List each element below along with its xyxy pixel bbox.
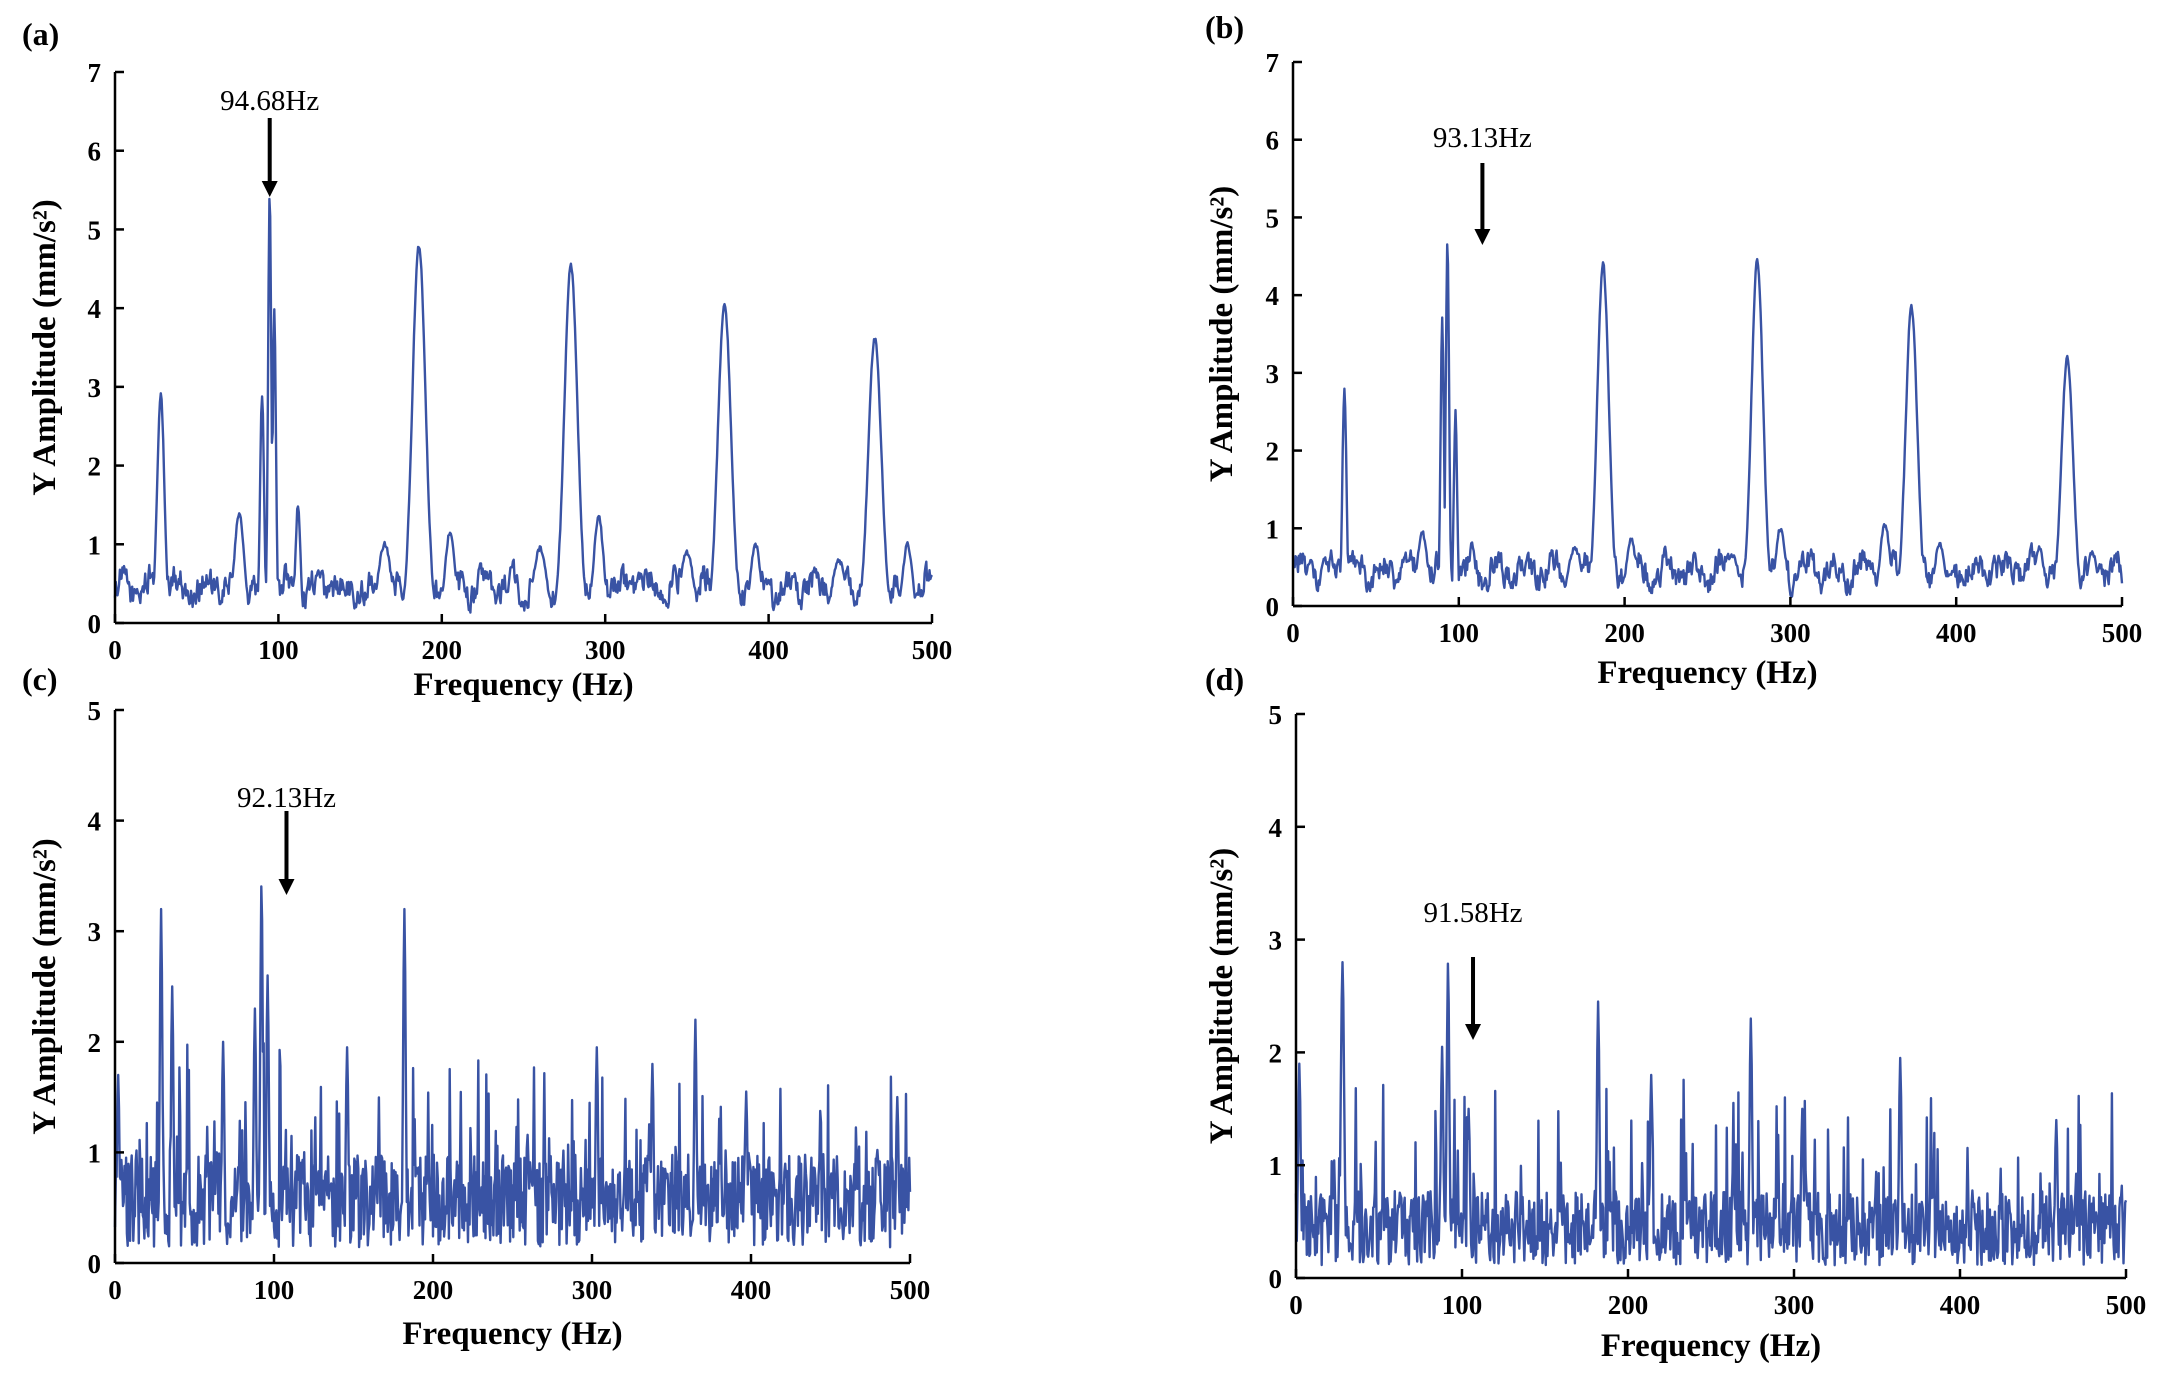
x-tick-label: 300 bbox=[1770, 618, 1811, 648]
peak-annotation: 92.13Hz bbox=[237, 782, 336, 814]
y-tick-label: 0 bbox=[1269, 1264, 1283, 1294]
x-tick-label: 0 bbox=[108, 635, 122, 665]
y-tick-label: 4 bbox=[1266, 281, 1280, 311]
y-tick-label: 7 bbox=[1266, 48, 1280, 78]
y-tick-label: 3 bbox=[1269, 926, 1283, 956]
y-tick-label: 7 bbox=[88, 58, 102, 88]
y-tick-label: 4 bbox=[1269, 813, 1283, 843]
data-series-line bbox=[113, 197, 933, 614]
y-tick-label: 2 bbox=[88, 452, 102, 482]
x-tick-label: 300 bbox=[572, 1275, 613, 1305]
y-tick-label: 4 bbox=[88, 294, 102, 324]
y-tick-label: 0 bbox=[88, 609, 102, 639]
y-tick-label: 6 bbox=[88, 137, 102, 167]
x-tick-label: 100 bbox=[258, 635, 299, 665]
peak-annotation: 93.13Hz bbox=[1433, 122, 1532, 154]
x-axis-label: Frequency (Hz) bbox=[1601, 1328, 1821, 1364]
x-tick-label: 0 bbox=[1289, 1290, 1303, 1320]
y-tick-label: 0 bbox=[88, 1249, 102, 1279]
y-axis-label: Y Amplitude (mm/s²) bbox=[1204, 186, 1240, 483]
x-axis-label: Frequency (Hz) bbox=[1597, 655, 1817, 691]
panel-label: (d) bbox=[1205, 661, 1244, 697]
x-tick-label: 100 bbox=[254, 1275, 295, 1305]
x-tick-label: 200 bbox=[413, 1275, 454, 1305]
x-tick-label: 300 bbox=[1774, 1290, 1815, 1320]
y-tick-label: 5 bbox=[1269, 700, 1283, 730]
y-tick-label: 0 bbox=[1266, 592, 1280, 622]
y-tick-label: 1 bbox=[88, 530, 102, 560]
arrowhead bbox=[1474, 229, 1491, 245]
arrowhead bbox=[261, 181, 278, 197]
arrowhead bbox=[1465, 1024, 1482, 1040]
panel-label: (a) bbox=[22, 16, 59, 52]
y-tick-label: 1 bbox=[1266, 514, 1280, 544]
x-tick-label: 400 bbox=[1936, 618, 1977, 648]
y-axis-label: Y Amplitude (mm/s²) bbox=[27, 838, 63, 1135]
y-tick-label: 5 bbox=[1266, 203, 1280, 233]
x-tick-label: 200 bbox=[1608, 1290, 1649, 1320]
x-tick-label: 300 bbox=[585, 635, 626, 665]
x-axis-label: Frequency (Hz) bbox=[402, 1316, 622, 1352]
y-axis-label: Y Amplitude (mm/s²) bbox=[1204, 848, 1240, 1145]
x-tick-label: 500 bbox=[890, 1275, 931, 1305]
peak-annotation: 94.68Hz bbox=[220, 85, 319, 117]
x-tick-label: 400 bbox=[748, 635, 789, 665]
x-tick-label: 500 bbox=[2102, 618, 2143, 648]
y-tick-label: 2 bbox=[1266, 437, 1280, 467]
chart-panel: (c) 0 100 200 300 400 500 0 1 2 3 4 5 Frequency (Hz) Y… bbox=[22, 661, 930, 1352]
y-tick-label: 3 bbox=[88, 917, 102, 947]
arrowhead bbox=[278, 879, 295, 895]
y-tick-label: 3 bbox=[88, 373, 102, 403]
data-series-line bbox=[113, 885, 912, 1249]
chart-panel: (a) 0 100 200 300 400 500 0 1 2 3 4 5 6 7 Frequency (Hz… bbox=[22, 16, 952, 703]
data-series-line bbox=[1292, 243, 2124, 599]
x-tick-label: 400 bbox=[1940, 1290, 1981, 1320]
panel-label: (c) bbox=[22, 661, 58, 697]
chart-panel: (d) 0 100 200 300 400 500 0 1 2 3 4 5 Frequency (Hz) Y… bbox=[1204, 661, 2146, 1364]
x-tick-label: 100 bbox=[1439, 618, 1480, 648]
y-tick-label: 1 bbox=[88, 1138, 102, 1168]
y-axis-label: Y Amplitude (mm/s²) bbox=[27, 199, 63, 496]
y-tick-label: 5 bbox=[88, 215, 102, 245]
x-tick-label: 400 bbox=[731, 1275, 772, 1305]
x-tick-label: 500 bbox=[2106, 1290, 2147, 1320]
x-tick-label: 0 bbox=[1286, 618, 1300, 648]
x-tick-label: 500 bbox=[912, 635, 953, 665]
y-tick-label: 4 bbox=[88, 807, 102, 837]
peak-annotation: 91.58Hz bbox=[1423, 897, 1522, 929]
x-tick-label: 200 bbox=[1604, 618, 1645, 648]
chart-panel: (b) 0 100 200 300 400 500 0 1 2 3 4 5 6 7 Frequency (Hz… bbox=[1204, 9, 2142, 691]
x-tick-label: 0 bbox=[108, 1275, 122, 1305]
y-tick-label: 3 bbox=[1266, 359, 1280, 389]
data-series-line bbox=[1294, 961, 2128, 1267]
x-tick-label: 200 bbox=[422, 635, 463, 665]
y-tick-label: 6 bbox=[1266, 126, 1280, 156]
y-tick-label: 2 bbox=[88, 1028, 102, 1058]
panel-label: (b) bbox=[1205, 9, 1244, 45]
x-axis-label: Frequency (Hz) bbox=[413, 667, 633, 703]
y-tick-label: 2 bbox=[1269, 1038, 1283, 1068]
x-tick-label: 100 bbox=[1442, 1290, 1483, 1320]
y-tick-label: 1 bbox=[1269, 1151, 1283, 1181]
y-tick-label: 5 bbox=[88, 696, 102, 726]
